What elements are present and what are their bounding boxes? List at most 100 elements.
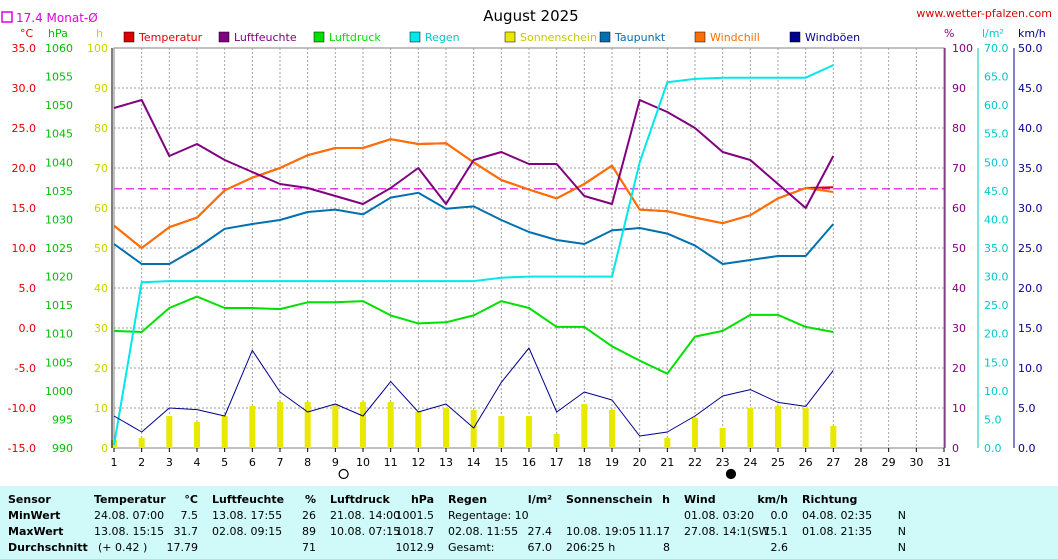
x-tick-label: 24 <box>743 456 757 469</box>
press-min-val: 1001.5 <box>395 509 435 522</box>
chart-legend: Temperatur Luftfeuchte Luftdruck Regen Sonne… <box>123 31 860 44</box>
humidity-axis-label: 90 <box>952 82 966 95</box>
x-tick-label: 15 <box>494 456 508 469</box>
wind-axis-label: 5.0 <box>1018 402 1036 415</box>
stats-unit-luftdruck: hPa <box>410 493 434 506</box>
weather-chart: 1 2 3 4 5 6 7 8 9 10 11 12 13 14 15 16 17 18 19 20 21 22 23 24 2… <box>1 7 1052 480</box>
sun-bar <box>775 406 781 448</box>
temp-axis-label: 20.0 <box>12 162 37 175</box>
pressure-axis-label: 1000 <box>45 385 73 398</box>
press-avg-val: 1012.9 <box>395 541 435 554</box>
rain-max-val: 27.4 <box>527 525 553 538</box>
rain-avg-label: Gesamt: <box>448 541 495 554</box>
sun-bar <box>332 404 339 448</box>
unit-rain: l/m² <box>982 27 1004 40</box>
temp-axis-label: 15.0 <box>12 202 37 215</box>
stats-avg-label: Durchschnitt <box>8 541 88 554</box>
temp-axis-label: -10.0 <box>8 402 36 415</box>
wind-min-time: 01.08. 03:20 <box>684 509 755 522</box>
legend-label: Windböen <box>805 31 860 44</box>
sun-bar <box>415 412 422 448</box>
stats-header-wind: Wind <box>684 493 716 506</box>
site-link[interactable]: www.wetter-pfalzen.com <box>916 7 1052 20</box>
temp-avg-val: 17.79 <box>166 541 199 554</box>
series-line-windböen <box>113 347 834 437</box>
sun-bar <box>526 416 532 448</box>
x-tick-label: 20 <box>633 456 647 469</box>
x-tick-label: 22 <box>688 456 702 469</box>
rain-axis-label: 60.0 <box>984 99 1009 112</box>
wind-avg-val: 2.6 <box>770 541 789 554</box>
unit-humidity: % <box>944 27 954 40</box>
x-tick-label: 23 <box>716 456 730 469</box>
sun-bar <box>443 408 449 448</box>
dir-max-val: N <box>897 525 906 538</box>
unit-pressure: hPa <box>48 27 68 40</box>
legend-label: Windchill <box>710 31 760 44</box>
rain-axis-label: 10.0 <box>984 385 1009 398</box>
series-line-taupunkt <box>113 191 835 265</box>
x-tick-label: 31 <box>937 456 951 469</box>
rain-axis-label: 65.0 <box>984 71 1009 84</box>
stats-table: Sensor MinWert MaxWert Durchschnitt Temp… <box>0 486 1058 559</box>
stats-header-sonnenschein: Sonnenschein <box>566 493 653 506</box>
stats-max-label: MaxWert <box>8 525 64 538</box>
stats-unit-regen: l/m² <box>527 493 552 506</box>
wind-axis-label: 10.0 <box>1018 362 1043 375</box>
hum-min-val: 26 <box>302 509 316 522</box>
x-tick-label: 25 <box>771 456 785 469</box>
sun-bar <box>304 402 311 448</box>
temp-axis-label: -5.0 <box>15 362 36 375</box>
sun-bar <box>719 428 726 448</box>
temp-min-val: 7.5 <box>180 509 199 522</box>
rain-axis-label: 0.0 <box>984 442 1002 455</box>
humidity-axis-label: 20 <box>952 362 966 375</box>
x-tick-label: 26 <box>799 456 813 469</box>
x-tick-label: 9 <box>332 456 339 469</box>
full-moon-icon <box>338 468 349 480</box>
legend-swatch <box>789 31 801 43</box>
monat-label: 17.4 Monat-Ø <box>16 11 98 25</box>
humidity-axis-label: 80 <box>952 122 966 135</box>
humidity-axis-label: 100 <box>952 42 973 55</box>
x-tick-label: 4 <box>194 456 201 469</box>
pressure-axis-label: 990 <box>52 442 73 455</box>
pressure-axis-label: 1040 <box>45 156 73 169</box>
dir-min-time: 04.08. 02:35 <box>802 509 873 522</box>
temp-max-time: 13.08. 15:15 <box>94 525 165 538</box>
sun-bar <box>249 406 256 448</box>
stats-header-luftdruck: Luftdruck <box>330 493 390 506</box>
sun-bar <box>609 410 615 448</box>
sun-bar <box>802 408 809 448</box>
wind-axis-label: 25.0 <box>1018 242 1043 255</box>
sun-bar <box>692 418 698 448</box>
stats-unit-sonnenschein: h <box>662 493 670 506</box>
x-tick-label: 27 <box>826 456 840 469</box>
sun-max-val: 11.17 <box>638 525 671 538</box>
x-tick-label: 2 <box>138 456 145 469</box>
sun-bar <box>747 408 754 448</box>
sun-bar <box>387 402 394 448</box>
sun-axis-label: 40 <box>94 282 108 295</box>
hum-avg-val: 71 <box>302 541 316 554</box>
wind-axis-label: 20.0 <box>1018 282 1043 295</box>
x-tick-label: 1 <box>111 456 118 469</box>
sun-axis-label: 80 <box>94 122 108 135</box>
sun-axis-label: 0 <box>101 442 108 455</box>
pressure-axis-label: 995 <box>52 413 73 426</box>
stats-unit-luftfeuchte: % <box>304 493 316 506</box>
x-tick-label: 12 <box>411 456 425 469</box>
sun-bar <box>664 438 671 448</box>
sun-bar <box>581 404 588 448</box>
sun-axis-label: 70 <box>94 162 108 175</box>
x-tick-label: 13 <box>439 456 453 469</box>
sun-bar <box>553 434 560 448</box>
chart-title: August 2025 <box>483 7 578 25</box>
pressure-axis-label: 1050 <box>45 99 73 112</box>
pressure-axis-label: 1035 <box>45 185 73 198</box>
sun-axis-label: 90 <box>94 82 108 95</box>
sun-bar <box>166 416 173 448</box>
sun-bar <box>194 422 200 448</box>
temp-max-val: 31.7 <box>173 525 199 538</box>
sun-bar <box>221 416 228 448</box>
